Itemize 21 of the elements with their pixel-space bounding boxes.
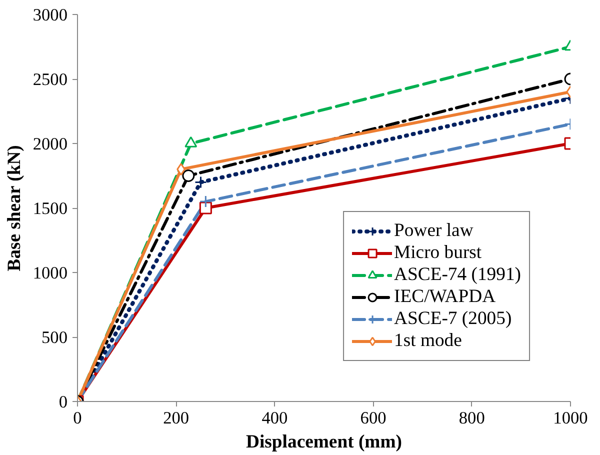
- legend-label: ASCE-7 (2005): [394, 308, 512, 330]
- x-axis-title: Displacement (mm): [246, 432, 402, 452]
- y-tick-label: 2500: [32, 70, 68, 89]
- legend-label: ASCE-74 (1991): [394, 264, 521, 286]
- y-tick-label: 1000: [32, 264, 68, 282]
- legend-label: 1st mode: [394, 330, 462, 352]
- y-tick-label: 3000: [32, 6, 68, 24]
- x-tick-label: 1000: [553, 408, 588, 428]
- x-tick-label: 800: [458, 408, 485, 428]
- legend-label: Micro burst: [394, 242, 482, 264]
- legend-label: Power law: [394, 220, 474, 242]
- y-tick-label: 500: [42, 328, 68, 347]
- x-tick-label: 400: [262, 408, 288, 428]
- x-tick-label: 0: [73, 408, 82, 428]
- y-axis-title: Base shear (kN): [4, 145, 25, 272]
- y-tick-label: 1500: [32, 199, 68, 218]
- x-tick-label: 600: [360, 408, 386, 428]
- y-tick-label: 0: [58, 392, 68, 412]
- legend-label: IEC/WAPDA: [394, 286, 496, 308]
- y-tick-label: 2000: [32, 134, 68, 154]
- x-tick-label: 200: [163, 408, 190, 428]
